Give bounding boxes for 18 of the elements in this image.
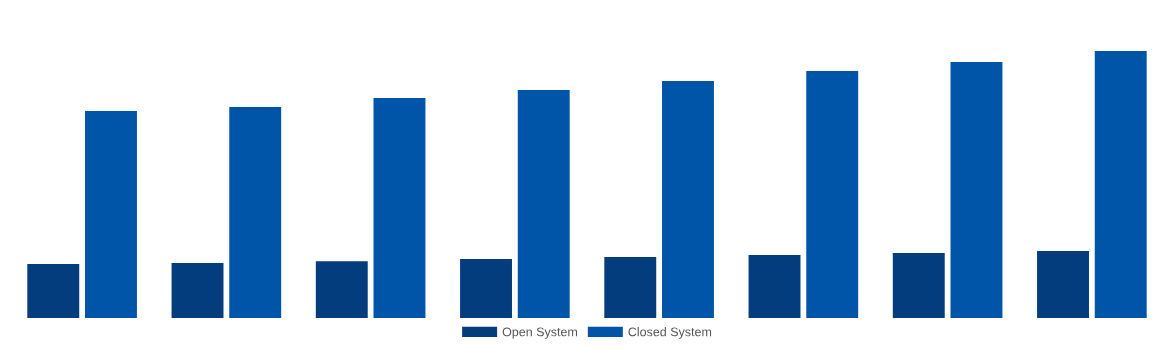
bar: [1094, 51, 1147, 318]
bar: [662, 80, 714, 318]
bar: [806, 71, 859, 318]
bar: [229, 107, 282, 318]
bar: [604, 257, 657, 318]
bar: [517, 89, 570, 318]
bar: [373, 97, 426, 318]
bar: [950, 61, 1003, 318]
bar: [85, 111, 137, 318]
bar: [171, 263, 224, 318]
bar: [748, 254, 801, 318]
bar: [315, 261, 368, 318]
bar: [27, 264, 80, 318]
legend-label: Closed System: [628, 327, 712, 339]
bar: [460, 258, 512, 318]
bar: [1037, 250, 1089, 318]
bar: [892, 253, 945, 318]
legend-label: Open System: [502, 327, 578, 339]
